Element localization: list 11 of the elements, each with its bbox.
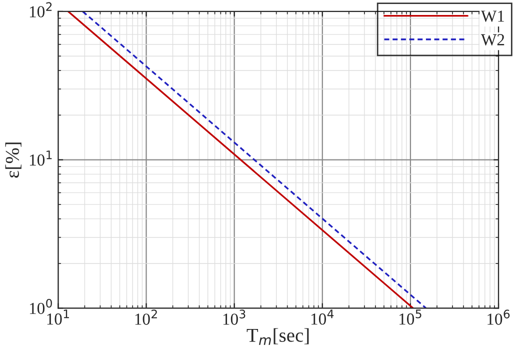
x-tick-label: 10$^{3}$ — [223, 310, 246, 325]
y-tick-label: 10$^{1}$ — [30, 150, 52, 166]
x-axis-title: T$_{m}$[sec] — [246, 328, 309, 345]
y-axis-title: ε[%] — [5, 142, 22, 178]
x-tick-label: 10$^{4}$ — [311, 310, 334, 325]
x-tick-label: 10$^{2}$ — [135, 310, 157, 325]
text: W1 — [480, 10, 504, 22]
y-tick-label: 10$^{2}$ — [30, 2, 52, 18]
x-tick-label: 10$^{6}$ — [488, 310, 510, 325]
text: W2 — [480, 34, 504, 46]
x-tick-label: 10$^{5}$ — [400, 310, 422, 325]
